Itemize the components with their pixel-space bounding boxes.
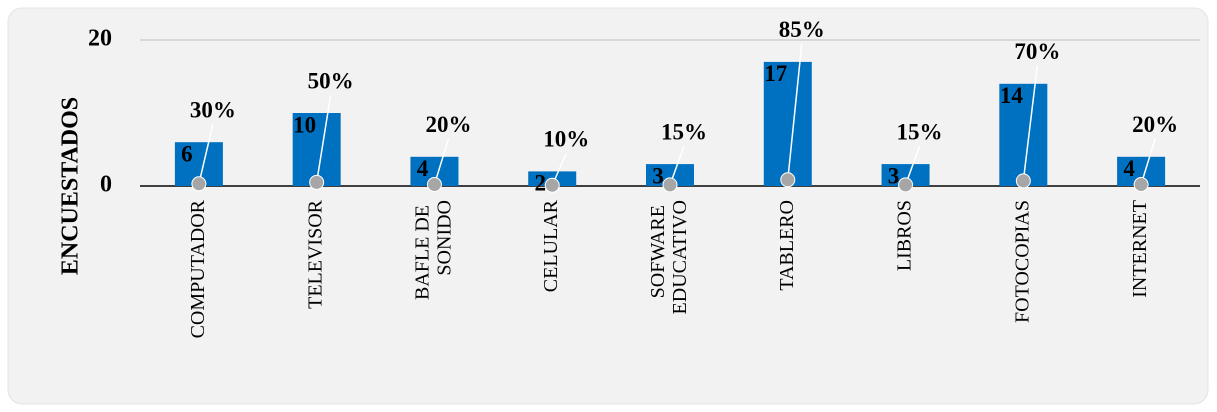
percent-label: 70%: [1014, 39, 1060, 64]
data-label: 4: [1123, 156, 1135, 181]
data-label: 14: [1000, 83, 1024, 108]
bar: [292, 113, 341, 186]
leader-line: [198, 124, 214, 184]
percent-label: 30%: [190, 97, 236, 122]
x-tick-label: COMPUTADOR: [186, 199, 208, 338]
chart-panel: [7, 7, 1209, 405]
marker: [191, 176, 207, 192]
leader-line: [1140, 138, 1156, 185]
percent-label: 50%: [308, 68, 354, 93]
leader-line: [1022, 65, 1039, 181]
bar: [999, 83, 1048, 186]
data-label: 3: [652, 163, 664, 188]
percent-label: 15%: [897, 119, 943, 144]
leader-line: [315, 94, 332, 183]
percent-label: 20%: [1132, 112, 1178, 137]
x-tick-label: FOTOCOPIAS: [1011, 200, 1033, 323]
marker: [780, 172, 796, 188]
marker: [309, 174, 325, 190]
percent-label: 10%: [543, 127, 589, 152]
marker: [426, 177, 442, 193]
marker: [898, 177, 914, 193]
marker: [1015, 173, 1031, 189]
y-axis-label: ENCUESTADOS: [58, 97, 84, 275]
data-label: 4: [417, 156, 429, 181]
percent-label: 85%: [779, 17, 825, 42]
marker: [1133, 177, 1149, 193]
data-label: 3: [888, 163, 900, 188]
y-tick-label: 20: [88, 26, 112, 52]
data-label: 2: [534, 171, 546, 196]
bar: [763, 61, 812, 186]
data-label: 6: [181, 141, 193, 166]
percent-label: 20%: [425, 112, 471, 137]
marker: [662, 177, 678, 193]
x-tick-label: BAFLE DE SONIDO: [411, 200, 455, 300]
x-tick-label: TABLERO: [775, 200, 797, 291]
data-label: 17: [764, 61, 787, 86]
leader-line: [787, 43, 803, 180]
data-label: 10: [293, 112, 316, 137]
x-tick-label: SOFWARE EDUCATIVO: [647, 200, 691, 314]
percent-label: 15%: [661, 119, 707, 144]
leader-line: [433, 138, 450, 185]
x-tick-label: LIBROS: [893, 200, 915, 271]
x-tick-label: TELEVISOR: [304, 199, 326, 309]
bar: [881, 164, 930, 186]
x-tick-label: INTERNET: [1129, 200, 1151, 298]
y-tick-label: 0: [100, 172, 112, 198]
bar: [646, 164, 694, 186]
x-tick-label: CELULAR: [540, 199, 562, 292]
marker: [544, 177, 560, 193]
